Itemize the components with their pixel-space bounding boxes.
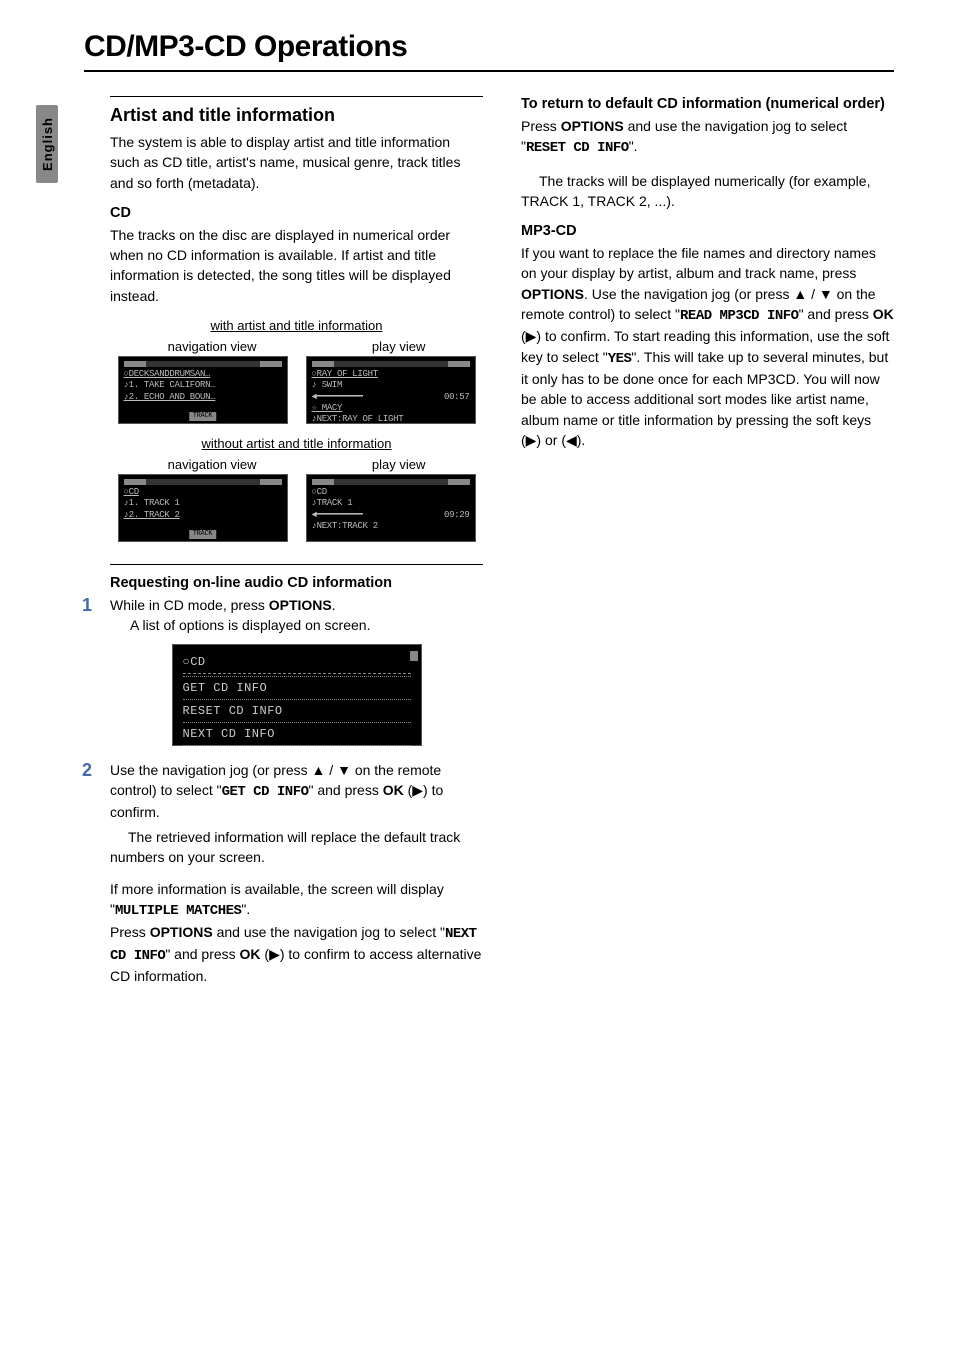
language-tab: English: [36, 105, 58, 183]
step-1-body: While in CD mode, press OPTIONS. A list …: [110, 595, 483, 636]
language-label: English: [40, 117, 55, 171]
step-2-num: 2: [82, 760, 98, 999]
caption-nav: navigation view: [168, 339, 257, 354]
cd-subhead: CD: [110, 205, 483, 221]
return-subhead: To return to default CD information (num…: [521, 96, 894, 112]
section-heading: Artist and title information: [110, 105, 483, 126]
caption-play2: play view: [372, 457, 425, 472]
screen-nav-without: ○CD ♪1. TRACK 1 ♪2. TRACK 2 TRACK: [118, 474, 288, 542]
caption-with: with artist and title information: [110, 318, 483, 333]
caption-without: without artist and title information: [110, 436, 483, 451]
section-rule-2: [110, 564, 483, 565]
step-1-num: 1: [82, 595, 98, 636]
cd-body: The tracks on the disc are displayed in …: [110, 225, 483, 306]
return-body: Press OPTIONS and use the navigation jog…: [521, 116, 894, 159]
screen-play-without: ○CD ♪TRACK 1 ◄━━━━━━━━━09:29 ♪NEXT:TRACK…: [306, 474, 476, 542]
step-2-body: Use the navigation jog (or press ▲ / ▼ o…: [110, 760, 483, 999]
options-screen: ○CD GET CD INFO RESET CD INFO NEXT CD IN…: [172, 644, 422, 746]
mp3cd-subhead: MP3-CD: [521, 223, 894, 239]
mp3cd-body: If you want to replace the file names an…: [521, 243, 894, 450]
section-rule: [110, 96, 483, 97]
return-note: The tracks will be displayed numerically…: [521, 171, 894, 212]
caption-nav2: navigation view: [168, 457, 257, 472]
screen-play-with: ○RAY OF LIGHT ♪ SWIM ◄━━━━━━━━━00:57 ☆ M…: [306, 356, 476, 424]
caption-play: play view: [372, 339, 425, 354]
title-rule: [84, 70, 894, 72]
intro-text: The system is able to display artist and…: [110, 132, 483, 193]
page-title: CD/MP3-CD Operations: [84, 30, 894, 64]
requesting-subhead: Requesting on-line audio CD information: [110, 575, 483, 591]
screen-nav-with: ○DECKSANDDRUMSAN… ♪1. TAKE CALIFORN… ♪2.…: [118, 356, 288, 424]
more-info-para: If more information is available, the sc…: [110, 879, 483, 986]
